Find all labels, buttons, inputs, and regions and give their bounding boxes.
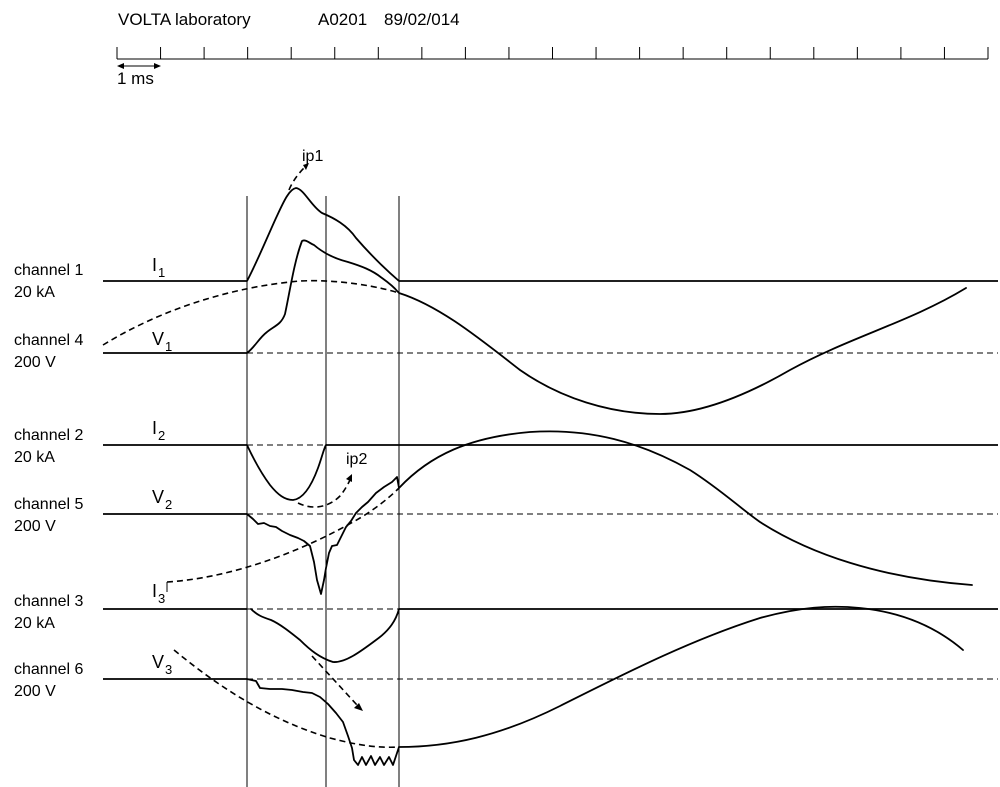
- channel-2-name: channel 2: [14, 427, 83, 444]
- channel-1-unit: 20 kA: [14, 284, 55, 301]
- trace-v1: [102, 279, 998, 415]
- v2-waveform: [398, 430, 973, 586]
- lab-title: VOLTA laboratory: [118, 10, 251, 29]
- v3-waveform: [398, 605, 964, 748]
- symbol-i3: I3: [152, 581, 165, 606]
- time-scale-marker: 1 ms: [117, 63, 161, 88]
- v3-disturbance: [246, 678, 400, 766]
- symbol-v3: V3: [152, 652, 172, 677]
- channel-5-unit: 200 V: [14, 518, 56, 535]
- scale-arrow-left-head: [117, 63, 124, 69]
- channel-3-name: channel 3: [14, 593, 83, 610]
- v1-waveform: [398, 287, 967, 415]
- v3-arrow-line: [311, 655, 358, 706]
- i3-dip: [250, 608, 400, 663]
- v2-extrapolated-curve: [166, 487, 400, 583]
- peak-annotation-ip2: ip2: [297, 451, 367, 508]
- v3-arrow-head: [354, 703, 363, 711]
- v3-extrapolated-curve: [173, 649, 400, 749]
- trace-symbols: I1 V1 I2 V2 I3 V3: [152, 255, 172, 677]
- ip2-label: ip2: [346, 451, 367, 468]
- event-markers: [246, 196, 400, 787]
- trace-v2: [103, 430, 998, 595]
- v1-extrapolated-curve: [102, 279, 400, 346]
- channel-2-unit: 20 kA: [14, 449, 55, 466]
- channel-4-name: channel 4: [14, 332, 83, 349]
- trace-v3: [103, 605, 998, 766]
- trace-i2: [103, 444, 998, 501]
- ip2-arrow-head: [346, 474, 352, 482]
- v3-arrow-annotation: [311, 655, 363, 711]
- channel-4-unit: 200 V: [14, 354, 56, 371]
- i2-dip: [246, 444, 327, 501]
- channel-6-name: channel 6: [14, 661, 83, 678]
- trace-i3: [103, 608, 998, 663]
- i1-lower-pulse: [246, 239, 399, 354]
- channel-3-unit: 20 kA: [14, 615, 55, 632]
- scale-arrow-right-head: [154, 63, 161, 69]
- ip1-label: ip1: [302, 148, 323, 165]
- symbol-i1: I1: [152, 255, 165, 280]
- symbol-i2: I2: [152, 418, 165, 443]
- i1-upper-pulse: [246, 187, 400, 282]
- ip1-arrow-head: [303, 163, 309, 170]
- symbol-v1: V1: [152, 329, 172, 354]
- time-ruler: [116, 47, 989, 60]
- channel-5-name: channel 5: [14, 496, 83, 513]
- symbol-v2: V2: [152, 487, 172, 512]
- time-scale-label: 1 ms: [117, 69, 154, 88]
- ip2-arrow-curve: [297, 479, 351, 508]
- trace-i1: [103, 187, 998, 354]
- channel-6-unit: 200 V: [14, 683, 56, 700]
- peak-annotation-ip1: ip1: [288, 148, 323, 191]
- record-id: A0201: [318, 10, 367, 29]
- channel-1-name: channel 1: [14, 262, 83, 279]
- record-date: 89/02/014: [384, 10, 460, 29]
- ip1-arrow-curve: [288, 167, 305, 191]
- channel-labels: channel 1 20 kA channel 4 200 V channel …: [14, 262, 83, 700]
- v2-disturbance: [246, 476, 400, 595]
